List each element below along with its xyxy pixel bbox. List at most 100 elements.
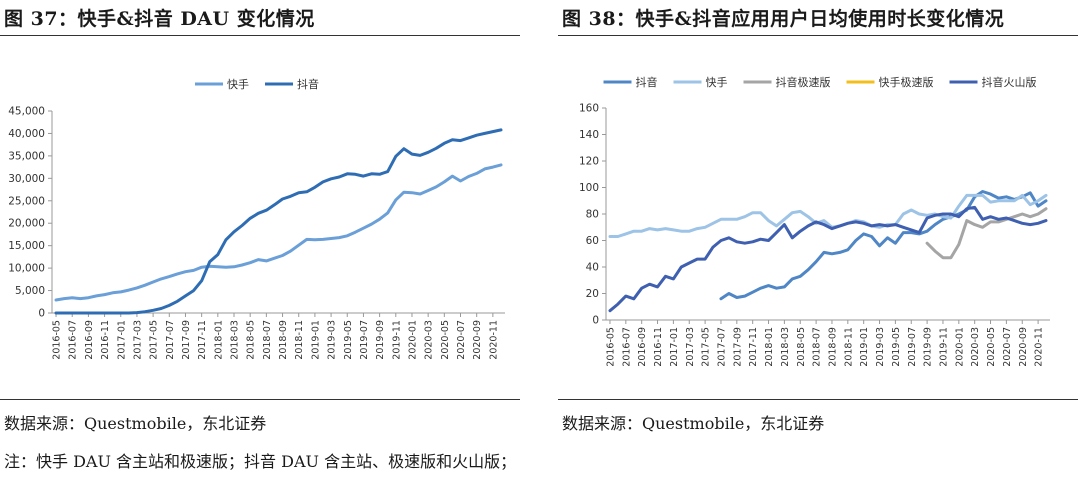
x-tick-label: 2020-03: [424, 320, 435, 360]
x-tick-label: 2017-01: [669, 327, 680, 367]
x-tick-label: 2019-05: [891, 327, 902, 367]
x-tick-label: 2017-11: [748, 327, 759, 367]
x-tick-label: 2019-07: [359, 320, 370, 360]
x-tick-label: 2017-05: [149, 320, 160, 360]
x-tick-label: 2016-07: [621, 327, 632, 367]
y-tick-label: 60: [586, 235, 599, 247]
series-line: [925, 207, 1048, 260]
y-tick-label: 80: [586, 209, 599, 221]
title-divider: [0, 35, 520, 36]
x-tick-label: 2017-03: [685, 327, 696, 367]
x-tick-label: 2016-11: [653, 327, 664, 367]
legend-label: 快手极速版: [879, 75, 934, 89]
x-tick-label: 2018-09: [827, 327, 838, 367]
x-tick-label: 2019-01: [310, 320, 321, 360]
x-tick-label: 2019-07: [907, 327, 918, 367]
series-line: [54, 163, 503, 302]
series-line: [608, 193, 1048, 238]
figure-title: 图 38：快手&抖音应用用户日均使用时长变化情况: [562, 8, 1005, 30]
x-tick-label: 2020-07: [1002, 327, 1013, 367]
title-divider: [558, 35, 1078, 36]
x-tick-label: 2020-05: [440, 320, 451, 360]
x-tick-label: 2017-09: [732, 327, 743, 367]
x-tick-label: 2019-09: [923, 327, 934, 367]
x-tick-label: 2016-11: [100, 320, 111, 360]
x-tick-label: 2016-07: [68, 320, 79, 360]
x-tick-label: 2020-01: [407, 320, 418, 360]
x-tick-label: 2017-11: [197, 320, 208, 360]
x-tick-label: 2018-07: [812, 327, 823, 367]
x-tick-label: 2018-11: [294, 320, 305, 360]
x-tick-label: 2017-09: [181, 320, 192, 360]
x-tick-label: 2018-03: [230, 320, 241, 360]
x-tick-label: 2019-09: [375, 320, 386, 360]
x-tick-label: 2016-09: [84, 320, 95, 360]
x-tick-label: 2017-07: [716, 327, 727, 367]
series-line: [608, 205, 1048, 313]
x-tick-label: 2018-07: [262, 320, 273, 360]
x-tick-label: 2019-01: [859, 327, 870, 367]
x-tick-label: 2019-03: [327, 320, 338, 360]
usage-time-line-chart: 0 20 40 60 80 100 120 140 160 2016-05 2016-07 2016-…: [579, 75, 1050, 367]
x-tick-label: 2020-11: [488, 320, 499, 360]
x-tick-label: 2018-01: [213, 320, 224, 360]
y-tick-label: 30,000: [8, 173, 45, 185]
legend-label: 快手: [706, 75, 728, 89]
x-tick-label: 2020-05: [986, 327, 997, 367]
x-tick-label: 2020-09: [472, 320, 483, 360]
y-tick-label: 140: [579, 129, 599, 141]
y-tick-label: 35,000: [8, 150, 45, 162]
source-text: 数据来源：Questmobile，东北证券: [562, 414, 825, 433]
source-text: 数据来源：Questmobile，东北证券: [4, 414, 267, 433]
x-tick-label: 2019-11: [938, 327, 949, 367]
x-tick-label: 2018-11: [843, 327, 854, 367]
x-tick-label: 2020-11: [1034, 327, 1045, 367]
y-tick-label: 15,000: [8, 240, 45, 252]
x-tick-label: 2017-05: [701, 327, 712, 367]
legend-label: 抖音火山版: [982, 75, 1037, 89]
figure-37: 图 37：快手&抖音 DAU 变化情况 0 5,000 10,000 15,000 20…: [0, 0, 522, 503]
series-line: [719, 190, 1048, 301]
x-tick-label: 2018-01: [764, 327, 775, 367]
x-tick-label: 2016-05: [52, 320, 63, 360]
y-tick-label: 120: [579, 156, 599, 168]
source-divider: [558, 399, 1078, 400]
y-tick-label: 5,000: [15, 285, 45, 297]
x-tick-label: 2020-03: [970, 327, 981, 367]
y-tick-label: 160: [579, 103, 599, 115]
y-tick-label: 20,000: [8, 218, 45, 230]
x-tick-label: 2019-05: [343, 320, 354, 360]
y-tick-label: 20: [586, 288, 599, 300]
x-tick-label: 2016-05: [605, 327, 616, 367]
figure-title: 图 37：快手&抖音 DAU 变化情况: [4, 8, 315, 30]
note-text: 注：快手 DAU 含主站和极速版；抖音 DAU 含主站、极速版和火山版；: [4, 452, 517, 471]
legend-label: 抖音: [636, 75, 658, 89]
y-tick-label: 40: [586, 262, 599, 274]
x-tick-label: 2018-05: [246, 320, 257, 360]
x-tick-label: 2018-03: [780, 327, 791, 367]
y-tick-label: 100: [579, 182, 599, 194]
dau-line-chart: 0 5,000 10,000 15,000 20,000 25,000 30,000 35,0…: [8, 77, 505, 360]
x-tick-label: 2017-07: [165, 320, 176, 360]
y-tick-label: 0: [592, 315, 599, 327]
x-tick-label: 2017-03: [132, 320, 143, 360]
x-tick-label: 2019-03: [875, 327, 886, 367]
x-tick-label: 2020-09: [1018, 327, 1029, 367]
y-tick-label: 40,000: [8, 128, 45, 140]
x-tick-label: 2020-07: [456, 320, 467, 360]
x-tick-label: 2016-09: [637, 327, 648, 367]
source-divider: [0, 399, 520, 400]
x-tick-label: 2019-11: [391, 320, 402, 360]
legend-label: 抖音极速版: [776, 75, 831, 89]
y-tick-label: 25,000: [8, 195, 45, 207]
x-tick-label: 2018-05: [796, 327, 807, 367]
series-line: [54, 128, 503, 315]
y-tick-label: 10,000: [8, 263, 45, 275]
x-tick-label: 2018-09: [278, 320, 289, 360]
legend-label: 快手: [227, 77, 249, 91]
legend-label: 抖音: [297, 77, 319, 91]
y-tick-label: 0: [38, 308, 45, 320]
y-tick-label: 45,000: [8, 106, 45, 118]
figure-38: 图 38：快手&抖音应用用户日均使用时长变化情况 0 20 40 60 80 100 120…: [558, 0, 1080, 503]
x-tick-label: 2017-01: [116, 320, 127, 360]
